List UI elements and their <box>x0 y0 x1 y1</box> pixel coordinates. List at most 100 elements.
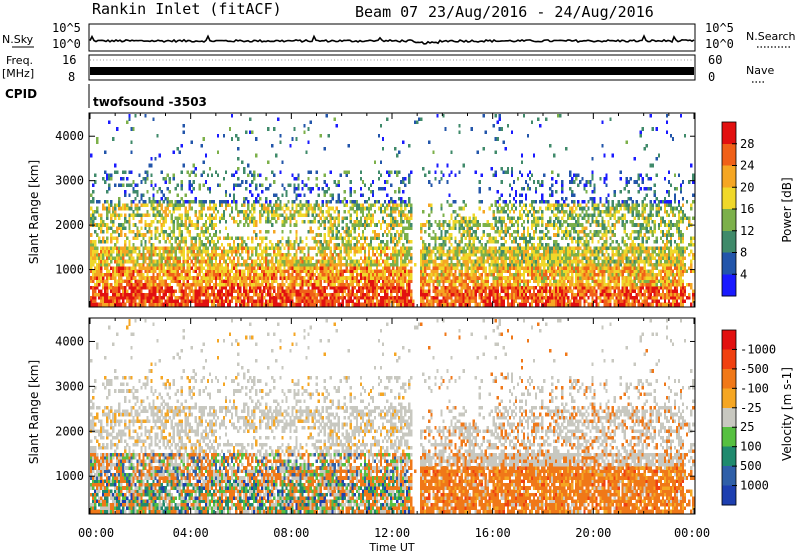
power-cell <box>456 253 459 257</box>
power-cell <box>220 282 224 287</box>
date-range: 23/Aug/2016 - 24/Aug/2016 <box>428 3 654 21</box>
power-cell <box>220 263 224 267</box>
power-cell <box>261 289 264 293</box>
power-cell <box>400 253 403 257</box>
power-cell <box>474 276 477 280</box>
power-cell <box>436 223 439 227</box>
power-cell <box>474 236 477 241</box>
power-cell <box>118 272 121 277</box>
power-cell <box>257 279 260 284</box>
power-cell <box>472 219 475 224</box>
power-cell <box>331 276 334 280</box>
power-cell <box>106 302 109 307</box>
power-cell <box>349 296 352 300</box>
power-cell <box>466 256 469 260</box>
power-cell <box>386 239 389 244</box>
power-cell <box>154 183 157 188</box>
power-cell <box>510 296 514 300</box>
power-cell <box>309 256 312 260</box>
power-cell <box>353 263 356 267</box>
power-cell <box>400 196 403 201</box>
power-cell <box>371 259 375 264</box>
power-cell <box>220 203 224 207</box>
power-cell <box>136 286 139 290</box>
power-cell <box>321 299 324 303</box>
power-cell <box>480 263 483 267</box>
power-cell <box>102 203 105 207</box>
power-cell <box>186 282 189 287</box>
power-cell <box>120 256 123 260</box>
power-cell <box>512 289 516 293</box>
power-cell <box>474 259 477 264</box>
power-cell <box>255 292 258 297</box>
power-cell <box>174 302 177 307</box>
power-cell <box>267 210 270 214</box>
power-cell <box>343 282 346 287</box>
power-cell <box>140 226 143 231</box>
power-cell <box>271 266 274 270</box>
power-cell <box>514 193 518 197</box>
power-cell <box>232 243 236 247</box>
power-cell <box>333 282 336 287</box>
power-cell <box>363 239 367 244</box>
power-cell <box>410 253 413 257</box>
power-cell <box>349 180 352 184</box>
power-cell <box>508 246 512 250</box>
power-cell <box>144 253 147 257</box>
power-cell <box>285 243 288 247</box>
power-cell <box>301 292 304 297</box>
power-cell <box>396 249 399 254</box>
power-cell <box>168 246 171 250</box>
power-cell <box>379 186 383 191</box>
power-cell <box>156 213 159 217</box>
power-cell <box>482 249 485 254</box>
power-cell <box>307 263 310 267</box>
power-cell <box>118 200 121 204</box>
power-cell <box>321 213 324 217</box>
power-cell <box>484 282 487 287</box>
power-cell <box>468 253 471 257</box>
power-cell <box>404 272 407 277</box>
power-cell <box>168 203 171 207</box>
power-cell <box>168 226 171 231</box>
power-cell <box>140 263 143 267</box>
power-cell <box>182 263 185 267</box>
power-cell <box>379 173 383 178</box>
power-cell <box>394 223 397 227</box>
power-cell <box>337 180 340 184</box>
power-cell <box>512 236 516 241</box>
power-cell <box>287 286 290 290</box>
power-cell <box>164 206 167 211</box>
power-cell <box>216 276 220 280</box>
power-cell <box>224 299 228 303</box>
power-cell <box>361 210 365 214</box>
power-cell <box>124 286 127 290</box>
power-cell <box>379 203 383 207</box>
power-cell <box>494 150 497 154</box>
power-cell <box>126 269 129 274</box>
power-cell <box>321 210 324 214</box>
power-cell <box>512 203 516 207</box>
power-cell <box>204 289 208 293</box>
power-cell <box>512 263 516 267</box>
power-cell <box>325 210 328 214</box>
power-cell <box>351 266 354 270</box>
power-cell <box>237 176 240 181</box>
power-cell <box>224 226 228 231</box>
power-cell <box>317 246 320 250</box>
power-cell <box>506 170 510 174</box>
power-cell <box>275 253 278 257</box>
power-cell <box>323 296 326 300</box>
power-cell <box>138 269 141 274</box>
power-cell <box>154 253 157 257</box>
power-cell <box>400 282 403 287</box>
power-cell <box>267 186 270 191</box>
power-cell <box>166 246 169 250</box>
power-cell <box>232 246 236 250</box>
power-cell <box>307 246 310 250</box>
power-cell <box>267 299 270 303</box>
power-cell <box>204 259 208 264</box>
power-cell <box>371 296 375 300</box>
power-cell <box>92 253 95 257</box>
power-cell <box>508 253 512 257</box>
